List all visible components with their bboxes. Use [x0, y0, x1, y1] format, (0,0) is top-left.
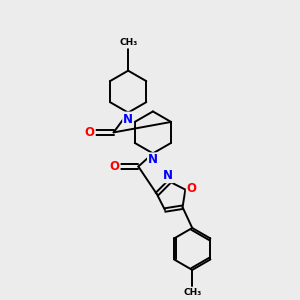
Text: N: N — [163, 169, 173, 182]
Text: O: O — [110, 160, 119, 173]
Text: CH₃: CH₃ — [119, 38, 137, 47]
Text: CH₃: CH₃ — [183, 288, 201, 297]
Text: N: N — [123, 112, 133, 125]
Text: N: N — [148, 153, 158, 166]
Text: O: O — [85, 126, 95, 139]
Text: O: O — [187, 182, 197, 195]
